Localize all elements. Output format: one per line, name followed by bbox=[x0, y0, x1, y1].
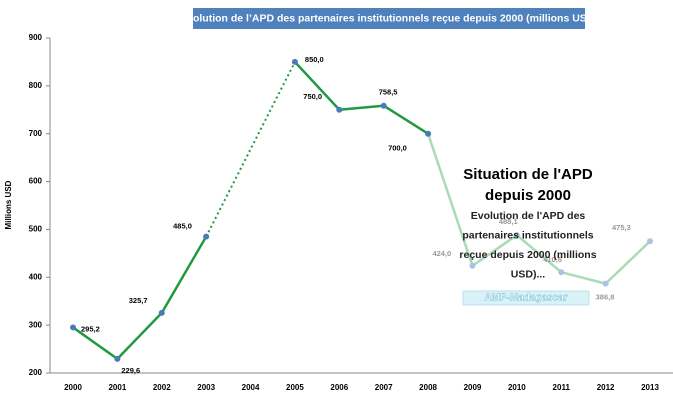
line-segment bbox=[339, 104, 384, 112]
title-box bbox=[193, 8, 585, 29]
y-tick-label: 700 bbox=[29, 129, 43, 138]
x-tick-label: 2005 bbox=[286, 383, 304, 392]
x-tick-label: 2009 bbox=[464, 383, 482, 392]
value-label: 485,0 bbox=[173, 222, 192, 231]
overlay-description: Evolution de l'APD des bbox=[471, 210, 586, 222]
line-segment bbox=[516, 234, 563, 274]
data-point bbox=[469, 262, 476, 269]
value-label: 475,3 bbox=[612, 223, 631, 232]
line-segment bbox=[294, 61, 341, 111]
value-label: 325,7 bbox=[129, 296, 148, 305]
x-tick-label: 2011 bbox=[553, 383, 571, 392]
value-label: 700,0 bbox=[388, 144, 407, 153]
x-tick-label: 2012 bbox=[597, 383, 615, 392]
overlay-heading: Situation de l'APD bbox=[463, 166, 593, 183]
value-label: 750,0 bbox=[303, 92, 322, 101]
x-tick-label: 2007 bbox=[375, 383, 393, 392]
line-segment bbox=[205, 61, 296, 238]
data-point bbox=[291, 58, 298, 65]
y-tick-label: 900 bbox=[29, 33, 43, 42]
data-point bbox=[425, 130, 432, 137]
x-tick-label: 2002 bbox=[153, 383, 171, 392]
x-tick-label: 2013 bbox=[641, 383, 659, 392]
x-tick-label: 2000 bbox=[64, 383, 82, 392]
line-segment bbox=[72, 326, 119, 360]
data-point bbox=[513, 232, 520, 239]
data-point bbox=[380, 102, 387, 109]
data-point bbox=[114, 355, 121, 362]
overlay-description: partenaires institutionnels bbox=[462, 229, 593, 241]
value-label: 850,0 bbox=[305, 55, 324, 64]
x-tick-label: 2003 bbox=[197, 383, 215, 392]
x-tick-label: 2004 bbox=[242, 383, 260, 392]
value-label: 295,2 bbox=[81, 324, 100, 333]
y-tick-label: 500 bbox=[29, 225, 43, 234]
x-tick-label: 2001 bbox=[108, 383, 126, 392]
overlay-description: USD)... bbox=[511, 268, 546, 280]
line-segment bbox=[116, 311, 163, 360]
x-tick-label: 2010 bbox=[508, 383, 526, 392]
y-tick-label: 200 bbox=[29, 368, 43, 377]
data-point bbox=[602, 280, 609, 287]
y-tick-label: 600 bbox=[29, 177, 43, 186]
overlay-heading: depuis 2000 bbox=[485, 187, 571, 204]
line-segment bbox=[160, 235, 208, 314]
data-point bbox=[647, 238, 653, 245]
data-point bbox=[558, 269, 565, 276]
chart-title: Evolution de l’APD des partenaires insti… bbox=[180, 12, 598, 24]
line-segment bbox=[383, 104, 429, 135]
y-tick-label: 400 bbox=[29, 272, 43, 281]
overlay-button-box bbox=[462, 290, 590, 306]
x-tick-label: 2006 bbox=[330, 383, 348, 392]
value-label: 424,0 bbox=[432, 249, 451, 258]
data-point bbox=[203, 233, 210, 240]
y-axis-label: Millions USD bbox=[4, 180, 13, 229]
data-point bbox=[158, 309, 165, 316]
data-point bbox=[70, 324, 76, 331]
y-tick-label: 800 bbox=[29, 81, 43, 90]
value-label: 758,5 bbox=[379, 88, 398, 97]
value-label: 488,1 bbox=[499, 217, 518, 226]
value-label: 229,6 bbox=[121, 366, 140, 375]
line-segment bbox=[560, 271, 606, 285]
line-segment bbox=[471, 234, 518, 267]
data-point bbox=[336, 106, 343, 113]
x-tick-label: 2008 bbox=[419, 383, 437, 392]
line-segment bbox=[604, 240, 651, 285]
overlay-button[interactable]: AMP-Madagascar bbox=[484, 292, 568, 304]
overlay-description: reçue depuis 2000 (millions bbox=[459, 249, 596, 261]
value-label: 410,6 bbox=[543, 255, 562, 264]
y-tick-label: 300 bbox=[29, 320, 43, 329]
line-segment bbox=[426, 133, 474, 267]
value-label: 386,8 bbox=[596, 293, 615, 302]
